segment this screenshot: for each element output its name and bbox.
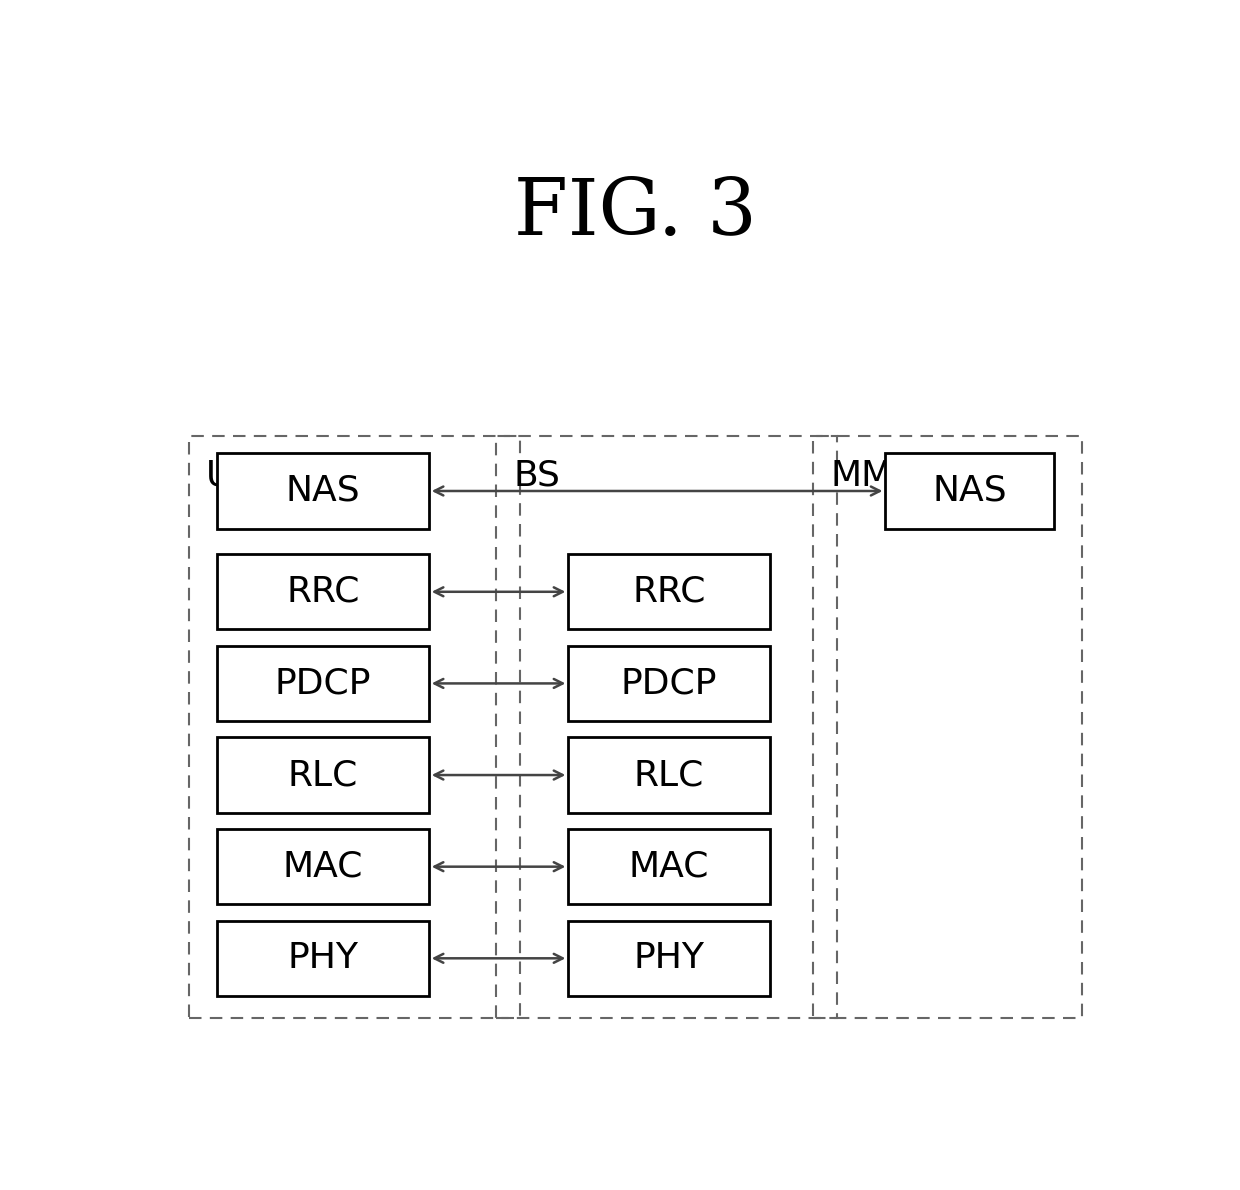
Bar <box>568 829 770 904</box>
Bar <box>217 829 429 904</box>
Text: PHY: PHY <box>634 941 704 976</box>
Text: PDCP: PDCP <box>621 666 718 701</box>
Text: BS: BS <box>513 459 560 493</box>
Bar <box>217 646 429 721</box>
Bar <box>568 738 770 813</box>
Bar <box>217 555 429 630</box>
Text: MAC: MAC <box>629 850 709 884</box>
Bar <box>568 921 770 996</box>
Text: PHY: PHY <box>288 941 358 976</box>
Bar <box>217 453 429 528</box>
Text: RRC: RRC <box>632 575 706 609</box>
Text: MAC: MAC <box>283 850 363 884</box>
Text: FIG. 3: FIG. 3 <box>515 175 756 251</box>
Bar <box>496 436 837 1017</box>
Text: NAS: NAS <box>286 474 361 508</box>
Text: UE: UE <box>206 459 255 493</box>
Bar <box>217 921 429 996</box>
Text: RLC: RLC <box>288 758 358 793</box>
Bar <box>568 555 770 630</box>
Bar <box>188 436 521 1017</box>
Text: RLC: RLC <box>634 758 704 793</box>
Bar <box>813 436 1083 1017</box>
Bar <box>568 646 770 721</box>
Text: MME: MME <box>831 459 915 493</box>
Text: RRC: RRC <box>286 575 360 609</box>
Bar <box>217 738 429 813</box>
Bar <box>885 453 1054 528</box>
Text: NAS: NAS <box>932 474 1007 508</box>
Text: PDCP: PDCP <box>275 666 372 701</box>
